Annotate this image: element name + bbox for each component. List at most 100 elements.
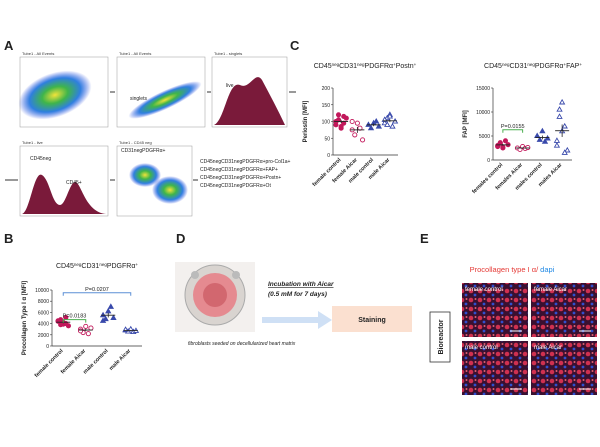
data-point [544,134,551,141]
title-part: CD31 [509,63,527,70]
staining-box [332,306,412,332]
y-axis-label: Periostin [MFI] [303,101,309,143]
significance-bracket [502,129,524,133]
significance-bracket [62,292,132,296]
y-axis-label: FAP [MFI] [463,110,469,138]
flow-plots [5,56,296,217]
y-tick-label: 200 [322,86,331,92]
chart-title: CD45negCD31negPDGFRα+FAP+ [484,62,582,71]
title-part: Postn [396,63,414,70]
data-point [558,98,566,105]
panel-letter: E [420,231,429,246]
y-tick-label: 2000 [38,333,49,339]
significance-bracket [62,319,87,323]
data-point [88,325,94,331]
plot-title: Tube1 - singlets [214,51,242,56]
gate-label: CD45neg [30,156,51,162]
plot-title: Tube1 - live [22,140,44,145]
data-point [99,317,107,323]
data-point [367,124,375,131]
population-label: CD45negCD31negPDGFRα+FAP+ [200,167,278,173]
caption: fibroblasts seeded on decellularized hea… [188,341,296,347]
side-label: Bioreactor [438,319,445,354]
title-part: neg [502,62,510,67]
title-part: dapi [540,265,555,274]
y-tick-label: 6000 [38,310,49,316]
data-point [105,307,112,314]
y-tick-label: 0 [487,158,490,164]
panel-letter: C [290,38,300,53]
title-part: neg [527,62,535,67]
result-label: Staining [358,317,386,324]
y-tick-label: 50 [324,136,330,142]
data-point [525,144,531,151]
data-point [381,116,388,122]
step-label: Incubation with Aicar [268,281,334,288]
data-point [497,140,503,146]
data-point [556,106,563,112]
panel-letter: A [4,38,14,53]
data-point [373,117,380,124]
title-part: CD45 [314,63,332,70]
image-label: male control [465,345,498,351]
panel-letter: B [4,231,13,246]
data-point [99,311,107,318]
data-point [553,142,561,148]
data-point [365,121,372,127]
data-point [78,328,84,334]
panel-title: Procollagen type I α/dapi [470,265,555,274]
gate-label: CD45+ [66,180,82,186]
y-tick-label: 10000 [476,110,490,116]
data-point [561,149,568,155]
data-point [341,113,347,120]
condition-label: (0.5 mM for 7 days) [268,291,327,298]
data-point [110,314,117,321]
p-value: P=0.0183 [63,314,87,320]
y-tick-label: 8000 [38,299,49,305]
y-tick-label: 4000 [38,322,49,328]
data-point [375,123,383,129]
gate-label: singlets [130,96,147,102]
data-point [539,127,546,134]
y-axis-label: Procollagen Type I α [MFI] [22,281,28,355]
title-part: + [135,262,138,267]
title-part: + [579,62,582,67]
data-point [349,118,355,125]
chart-title: CD45negCD31negPDGFRα+ [56,262,138,271]
title-part: CD45 [484,63,502,70]
title-part: neg [99,262,107,267]
p-value: P=0.0155 [501,124,525,130]
data-point [335,112,342,118]
data-point [107,303,115,309]
y-tick-label: 15000 [476,86,490,92]
data-point [386,112,394,119]
title-part: neg [74,262,82,267]
population-label: CD45negCD31negPDGFRα+Postn+ [200,175,281,181]
title-part: CD45 [56,263,74,270]
bioreactor-photo [175,262,412,332]
data-point [381,119,388,126]
data-point [102,315,109,322]
micrographs [429,283,597,395]
image-label: female Aicar [534,287,567,293]
data-point [541,138,549,144]
title-part: neg [332,62,340,67]
data-point [85,331,91,337]
data-point [564,146,571,153]
data-point [384,121,391,127]
gate-label: live [226,83,234,89]
population-label: CD45negCD31negPDGFRα+Ot [200,183,271,189]
y-tick-label: 0 [327,153,330,159]
plot-title: Tube1 - CD45 neg [119,140,152,145]
title-part: + [393,62,396,67]
y-tick-label: 10000 [35,288,49,294]
title-part: + [414,62,417,67]
panel-letter: D [176,231,185,246]
data-point [536,136,543,142]
chart-title: CD45negCD31negPDGFRα+Postn+ [314,62,417,71]
y-tick-label: 0 [46,344,49,350]
title-part: Procollagen type I α/ [470,265,539,274]
data-point [354,120,360,126]
